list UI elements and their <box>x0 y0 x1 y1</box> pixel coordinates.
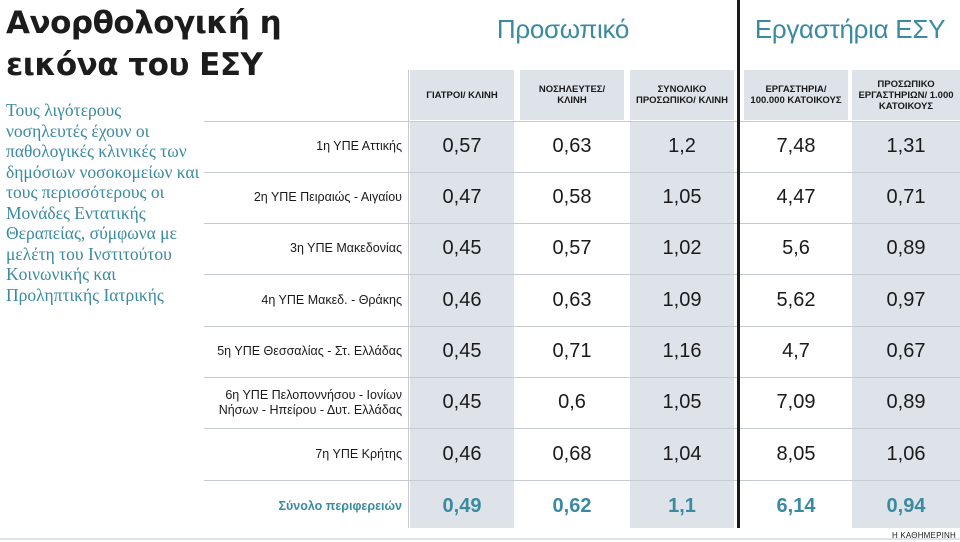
total-cell: 0,94 <box>886 494 926 517</box>
description: Τους λιγότερους νοσηλευτές έχουν οι παθο… <box>6 100 200 305</box>
table-cell: 1,02 <box>662 237 702 259</box>
row-label: 6η ΥΠΕ Πελοποννήσου - Ιονίων Νήσων - Ηπε… <box>218 387 402 417</box>
header-left-rule <box>408 70 409 528</box>
table-cell: 1,05 <box>662 186 702 208</box>
bottom-rule <box>0 538 960 540</box>
row-divider <box>204 480 960 481</box>
table-cell: 1,2 <box>668 135 696 157</box>
table-cell: 4,7 <box>782 340 810 362</box>
column-shade <box>630 121 734 528</box>
row-divider <box>204 274 960 275</box>
table-cell: 0,67 <box>886 340 926 362</box>
row-label: 2η ΥΠΕ Πειραιώς - Αιγαίου <box>253 190 402 204</box>
total-cell: 1,1 <box>668 494 696 517</box>
table-cell: 1,05 <box>662 391 702 413</box>
row-label: 1η ΥΠΕ Αττικής <box>316 139 402 153</box>
column-shade <box>852 121 960 528</box>
column-header: ΓΙΑΤΡΟΙ/ ΚΛΙΝΗ <box>426 89 498 101</box>
table-cell: 0,63 <box>552 135 592 157</box>
table-cell: 0,71 <box>886 186 926 208</box>
column-header: ΠΡΟΣΩΠΙΚΟ ΕΡΓΑΣΤΗΡΙΩΝ/ 1.000 ΚΑΤΟΙΚΟΥΣ <box>858 78 954 112</box>
table-cell: 5,62 <box>776 288 816 311</box>
table-cell: 0,46 <box>442 442 482 465</box>
section-label-labs: Εργαστήρια ΕΣΥ <box>754 14 946 44</box>
table-cell: 0,71 <box>552 340 592 362</box>
table-cell: 0,97 <box>886 288 926 311</box>
column-header: ΣΥΝΟΛΙΚΟ ΠΡΟΣΩΠΙΚΟ/ ΚΛΙΝΗ <box>635 84 729 106</box>
row-label: 4η ΥΠΕ Μακεδ. - Θράκης <box>261 292 402 307</box>
column-header-bg <box>852 70 960 120</box>
table-cell: 0,47 <box>442 186 482 208</box>
column-header: ΕΡΓΑΣΤΗΡΙΑ/ 100.000 ΚΑΤΟΙΚΟΥΣ <box>750 84 842 106</box>
row-label: 5η ΥΠΕ Θεσσαλίας - Στ. Ελλάδας <box>217 344 402 358</box>
column-header-bg <box>410 70 514 120</box>
table-cell: 8,05 <box>776 442 816 465</box>
table-cell: 0,45 <box>442 237 482 259</box>
table-cell: 0,58 <box>552 186 592 208</box>
column-header: ΝΟΣΗΛΕΥΤΕΣ/ ΚΛΙΝΗ <box>538 84 606 106</box>
row-label: 7η ΥΠΕ Κρήτης <box>315 446 402 461</box>
row-divider <box>204 428 960 429</box>
table-cell: 1,31 <box>886 135 926 157</box>
table-cell: 0,68 <box>552 442 592 465</box>
row-divider <box>204 326 960 327</box>
page-title: Ανορθολογική η εικόνα του ΕΣΥ <box>6 5 282 83</box>
table-cell: 7,09 <box>776 391 816 413</box>
total-cell: 0,49 <box>442 494 482 517</box>
column-header-bg <box>630 70 734 120</box>
table-cell: 7,48 <box>776 135 816 157</box>
table-cell: 0,57 <box>552 237 592 259</box>
row-divider <box>204 223 960 224</box>
table-cell: 0,45 <box>442 391 482 413</box>
table-cell: 1,04 <box>662 442 702 465</box>
section-label-personnel: Προσωπικό <box>496 14 630 44</box>
row-divider <box>204 377 960 378</box>
table-cell: 0,63 <box>552 288 592 311</box>
table-cell: 0,46 <box>442 288 482 311</box>
table-cell: 0,89 <box>886 391 926 413</box>
row-divider <box>204 172 960 173</box>
row-label: 3η ΥΠΕ Μακεδονίας <box>290 241 402 255</box>
credit: Η ΚΑΘΗΜΕΡΙΝΗ <box>891 531 956 540</box>
total-label: Σύνολο περιφερειών <box>278 499 402 513</box>
table-cell: 4,47 <box>776 186 816 208</box>
table-cell: 1,06 <box>886 442 926 465</box>
table-cell: 5,6 <box>782 237 810 259</box>
column-header-bg <box>744 70 848 120</box>
table-cell: 0,57 <box>442 135 482 157</box>
table-cell: 0,89 <box>886 237 926 259</box>
section-divider <box>737 0 740 528</box>
table-cell: 0,45 <box>442 340 482 362</box>
column-header-bg <box>520 70 624 120</box>
table-cell: 1,09 <box>662 288 702 311</box>
column-shade <box>410 121 514 528</box>
table-cell: 0,6 <box>558 391 586 413</box>
total-cell: 0,62 <box>552 494 592 517</box>
row-divider <box>204 121 960 122</box>
table-cell: 1,16 <box>662 340 702 362</box>
total-cell: 6,14 <box>776 494 816 517</box>
